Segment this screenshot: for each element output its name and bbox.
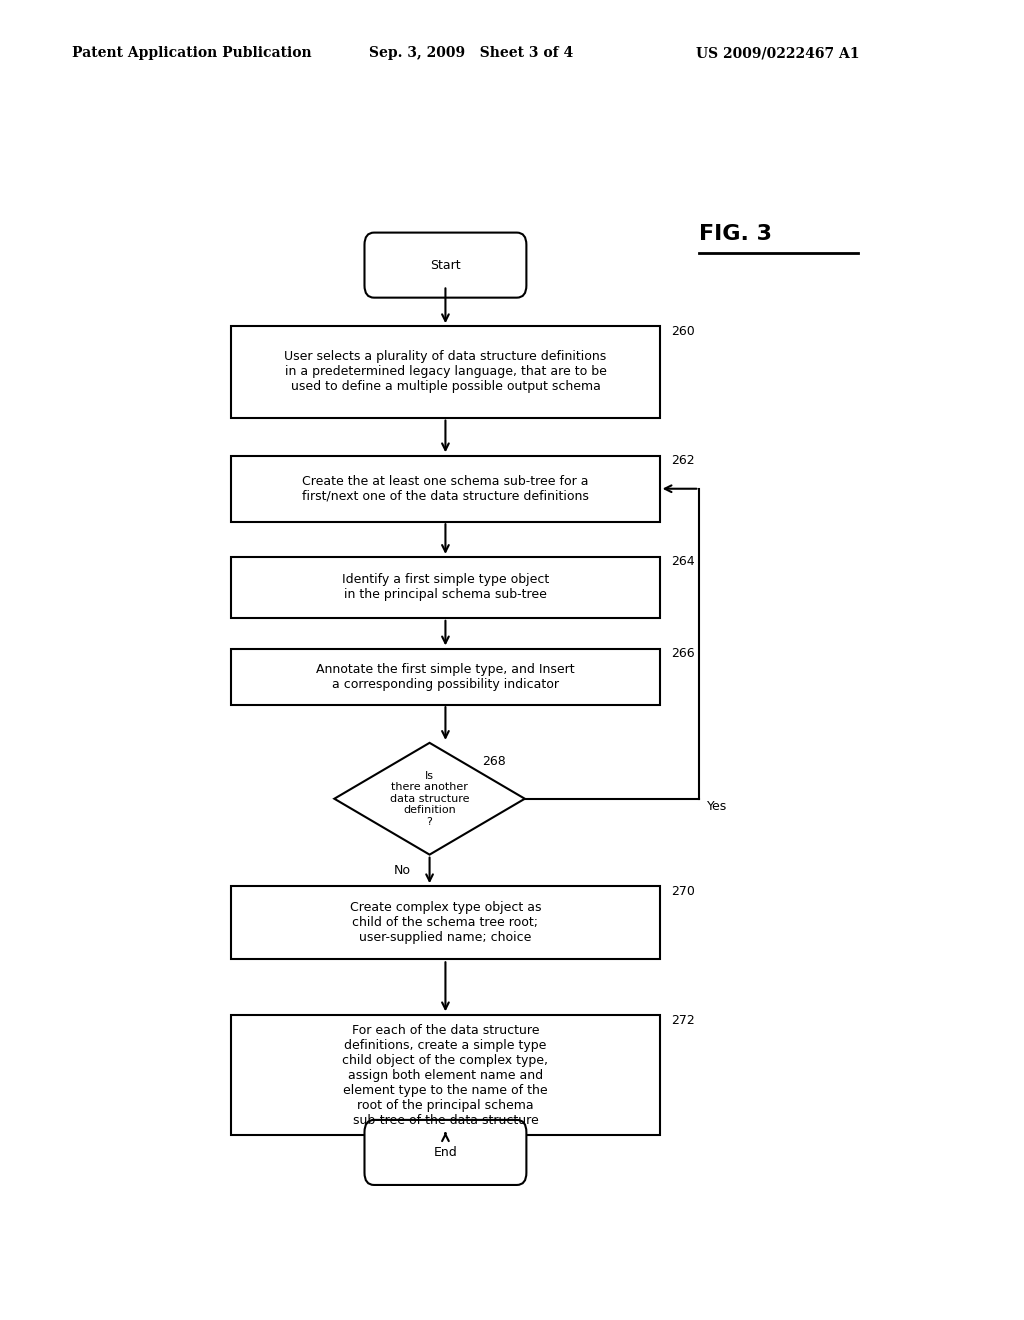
Text: User selects a plurality of data structure definitions
in a predetermined legacy: User selects a plurality of data structu…: [285, 350, 606, 393]
Text: Start: Start: [430, 259, 461, 272]
FancyBboxPatch shape: [231, 1015, 659, 1135]
Text: End: End: [433, 1146, 458, 1159]
Text: 268: 268: [482, 755, 506, 768]
Text: Sep. 3, 2009   Sheet 3 of 4: Sep. 3, 2009 Sheet 3 of 4: [369, 46, 572, 61]
Text: US 2009/0222467 A1: US 2009/0222467 A1: [696, 46, 860, 61]
FancyBboxPatch shape: [231, 886, 659, 960]
Text: Yes: Yes: [708, 800, 728, 813]
Text: 266: 266: [672, 647, 695, 660]
Text: 262: 262: [672, 454, 695, 467]
Text: Annotate the first simple type, and Insert
a corresponding possibility indicator: Annotate the first simple type, and Inse…: [316, 663, 574, 690]
Text: 260: 260: [672, 325, 695, 338]
Text: No: No: [393, 863, 411, 876]
FancyBboxPatch shape: [231, 455, 659, 521]
Text: Identify a first simple type object
in the principal schema sub-tree: Identify a first simple type object in t…: [342, 573, 549, 602]
FancyBboxPatch shape: [365, 1119, 526, 1185]
Text: For each of the data structure
definitions, create a simple type
child object of: For each of the data structure definitio…: [342, 1024, 549, 1127]
Text: Is
there another
data structure
definition
?: Is there another data structure definiti…: [390, 771, 469, 826]
FancyBboxPatch shape: [231, 557, 659, 618]
FancyBboxPatch shape: [365, 232, 526, 297]
FancyBboxPatch shape: [231, 326, 659, 417]
Polygon shape: [334, 743, 524, 854]
Text: FIG. 3: FIG. 3: [699, 224, 772, 244]
Text: Create complex type object as
child of the schema tree root;
user-supplied name;: Create complex type object as child of t…: [349, 902, 542, 944]
Text: Patent Application Publication: Patent Application Publication: [72, 46, 311, 61]
Text: 272: 272: [672, 1014, 695, 1027]
FancyBboxPatch shape: [231, 649, 659, 705]
Text: 264: 264: [672, 556, 695, 569]
Text: Create the at least one schema sub-tree for a
first/next one of the data structu: Create the at least one schema sub-tree …: [302, 475, 589, 503]
Text: 270: 270: [672, 884, 695, 898]
